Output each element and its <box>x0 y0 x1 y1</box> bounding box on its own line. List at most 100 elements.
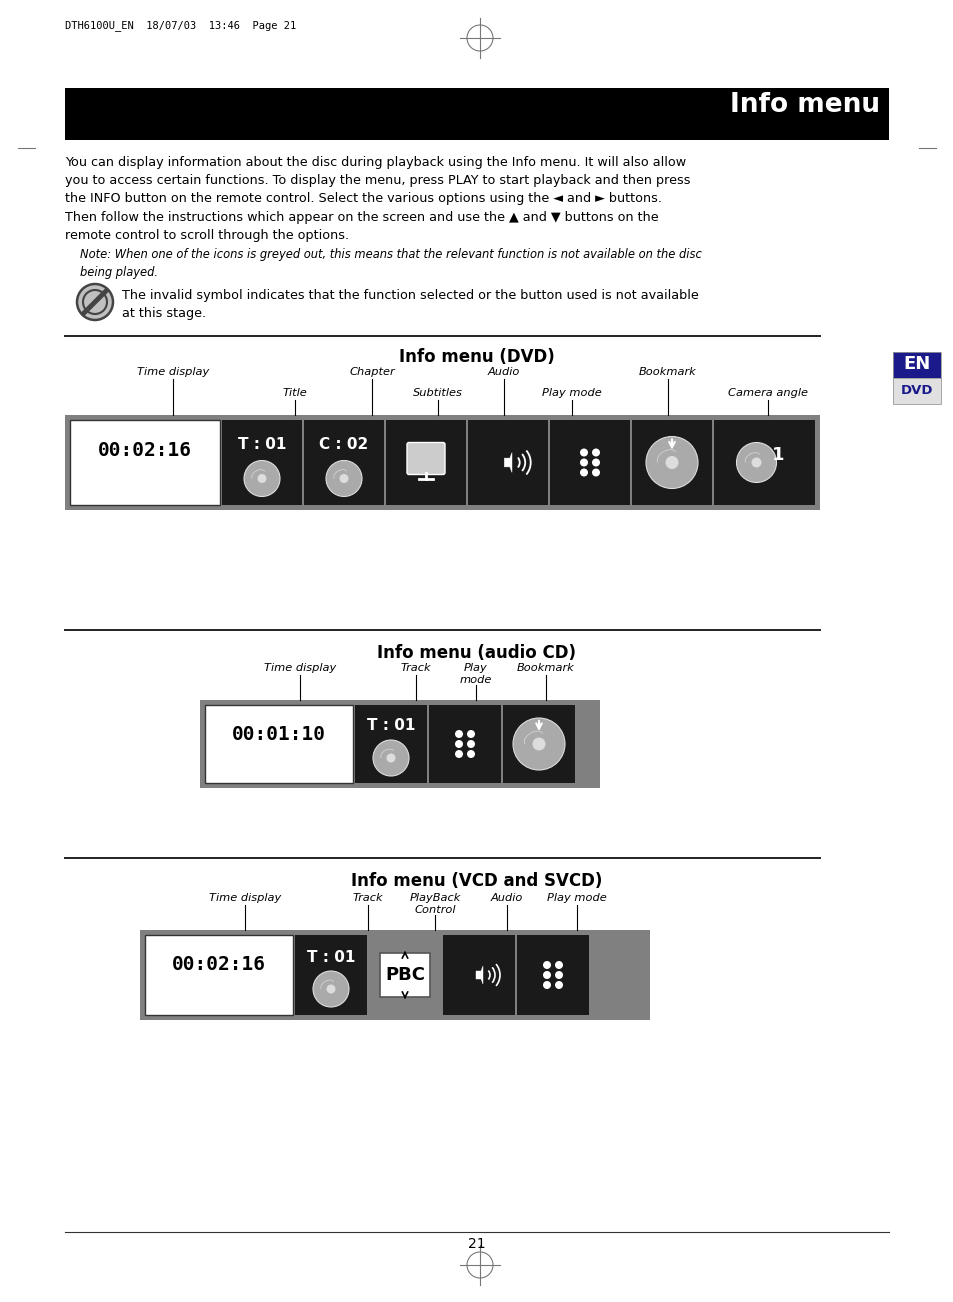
Circle shape <box>532 737 545 750</box>
Text: ► PLAY: ► PLAY <box>252 758 306 772</box>
Text: Time display: Time display <box>209 893 281 904</box>
Bar <box>70 421 220 505</box>
Text: EN: EN <box>902 355 929 372</box>
Bar <box>304 421 384 505</box>
Text: ► PLAY: ► PLAY <box>116 473 173 487</box>
Text: T : 01: T : 01 <box>237 437 286 452</box>
Bar <box>65 89 888 141</box>
Text: C : 02: C : 02 <box>319 437 368 452</box>
Circle shape <box>244 461 280 496</box>
Text: Audio: Audio <box>490 893 522 904</box>
Text: Bookmark: Bookmark <box>517 663 575 673</box>
Bar <box>140 930 649 1019</box>
Bar <box>468 421 547 505</box>
Polygon shape <box>476 966 482 984</box>
Circle shape <box>542 980 551 990</box>
Circle shape <box>592 458 599 466</box>
Text: You can display information about the disc during playback using the Info menu. : You can display information about the di… <box>65 156 690 242</box>
Text: Play
mode: Play mode <box>459 663 492 685</box>
Text: T : 01: T : 01 <box>307 949 355 965</box>
Bar <box>205 704 353 783</box>
Circle shape <box>467 730 475 738</box>
Text: 00:01:10: 00:01:10 <box>232 725 326 745</box>
Circle shape <box>513 717 564 769</box>
Text: DVD: DVD <box>900 384 932 397</box>
Circle shape <box>555 961 562 969</box>
Circle shape <box>645 436 698 488</box>
Bar <box>65 415 820 510</box>
Circle shape <box>313 971 349 1006</box>
Circle shape <box>455 740 462 749</box>
Bar <box>355 704 427 783</box>
Circle shape <box>455 750 462 758</box>
Bar <box>200 700 599 788</box>
Circle shape <box>542 971 551 979</box>
Bar <box>379 953 430 997</box>
Circle shape <box>665 456 678 469</box>
Circle shape <box>77 284 112 320</box>
Bar <box>429 704 500 783</box>
Circle shape <box>555 971 562 979</box>
Circle shape <box>579 458 587 466</box>
Text: Play mode: Play mode <box>547 893 606 904</box>
Text: Title: Title <box>282 388 307 398</box>
Text: Bookmark: Bookmark <box>639 367 696 378</box>
Text: The invalid symbol indicates that the function selected or the button used is no: The invalid symbol indicates that the fu… <box>122 289 698 320</box>
Circle shape <box>555 980 562 990</box>
Bar <box>294 935 367 1016</box>
Text: Time display: Time display <box>136 367 209 378</box>
Text: PlayBack
Control: PlayBack Control <box>409 893 460 915</box>
Text: Track: Track <box>400 663 431 673</box>
Circle shape <box>339 474 348 483</box>
Circle shape <box>579 469 587 477</box>
FancyBboxPatch shape <box>407 443 444 474</box>
Bar <box>631 421 711 505</box>
Text: ► PLAY: ► PLAY <box>192 990 246 1003</box>
Bar <box>369 935 440 1016</box>
Text: T : 01: T : 01 <box>366 719 415 733</box>
Bar <box>502 704 575 783</box>
Text: 00:02:16: 00:02:16 <box>172 956 266 974</box>
Bar <box>892 352 940 378</box>
Circle shape <box>467 750 475 758</box>
Text: Info menu: Info menu <box>729 92 879 118</box>
Text: Info menu (VCD and SVCD): Info menu (VCD and SVCD) <box>351 872 602 891</box>
Circle shape <box>455 730 462 738</box>
Bar <box>713 421 814 505</box>
Text: 1: 1 <box>771 445 784 464</box>
Text: Time display: Time display <box>264 663 335 673</box>
Text: Info menu (audio CD): Info menu (audio CD) <box>377 644 576 661</box>
Circle shape <box>386 754 395 763</box>
Text: DTH6100U_EN  18/07/03  13:46  Page 21: DTH6100U_EN 18/07/03 13:46 Page 21 <box>65 20 296 31</box>
Text: Info menu (DVD): Info menu (DVD) <box>398 348 555 366</box>
Text: Audio: Audio <box>487 367 519 378</box>
Bar <box>145 935 293 1016</box>
Text: Subtitles: Subtitles <box>413 388 462 398</box>
Text: Camera angle: Camera angle <box>727 388 807 398</box>
Circle shape <box>751 457 760 467</box>
Bar <box>222 421 302 505</box>
Bar <box>442 935 515 1016</box>
Text: Chapter: Chapter <box>349 367 395 378</box>
Text: PBC: PBC <box>385 966 424 984</box>
Circle shape <box>579 448 587 457</box>
Circle shape <box>326 984 335 993</box>
Text: Play mode: Play mode <box>541 388 601 398</box>
Bar <box>550 421 629 505</box>
Circle shape <box>542 961 551 969</box>
Circle shape <box>326 461 361 496</box>
Bar <box>386 421 465 505</box>
Bar <box>892 352 940 404</box>
Bar <box>517 935 588 1016</box>
Text: 00:02:16: 00:02:16 <box>98 441 192 460</box>
Text: Note: When one of the icons is greyed out, this means that the relevant function: Note: When one of the icons is greyed ou… <box>80 247 701 279</box>
Circle shape <box>592 469 599 477</box>
Text: 21: 21 <box>468 1237 485 1251</box>
Circle shape <box>373 740 409 776</box>
Bar <box>892 378 940 404</box>
Polygon shape <box>504 453 512 473</box>
Circle shape <box>736 443 776 483</box>
Text: Track: Track <box>353 893 383 904</box>
Circle shape <box>467 740 475 749</box>
Circle shape <box>257 474 266 483</box>
